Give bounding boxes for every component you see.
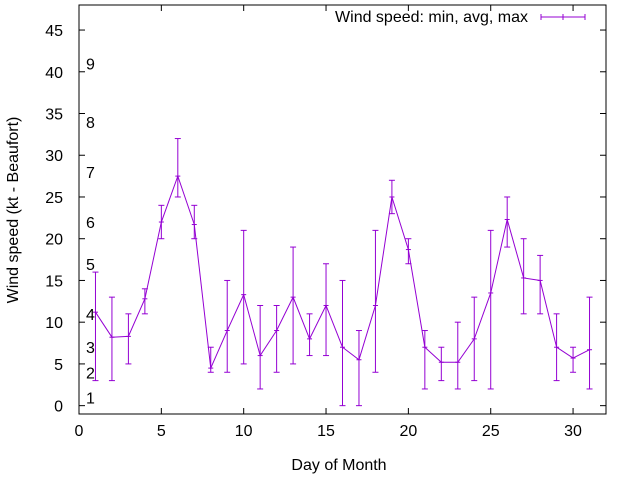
beaufort-labels: 1 2 3 4 5 6 7 8 9 <box>86 56 95 407</box>
x-tick-label: 15 <box>317 423 335 440</box>
x-tick-label: 10 <box>235 423 253 440</box>
beaufort-label: 1 <box>86 390 95 407</box>
y-tick-label: 0 <box>54 399 63 416</box>
x-tick-label: 5 <box>157 423 166 440</box>
y-tick-label: 10 <box>45 315 63 332</box>
beaufort-label: 8 <box>86 115 95 132</box>
beaufort-label: 5 <box>86 257 95 274</box>
y-tick-label: 45 <box>45 23 63 40</box>
beaufort-label: 6 <box>86 215 95 232</box>
beaufort-label: 7 <box>86 165 95 182</box>
series-layer <box>92 138 593 407</box>
y-tick-label: 25 <box>45 190 63 207</box>
y-axis-label: Wind speed (kt - Beaufort) <box>5 117 22 304</box>
x-tick-label: 0 <box>75 423 84 440</box>
legend: Wind speed: min, avg, max <box>335 9 586 26</box>
x-axis-label: Day of Month <box>291 457 386 474</box>
y-tick-label: 35 <box>45 107 63 124</box>
beaufort-label: 2 <box>86 365 95 382</box>
x-tick-label: 30 <box>564 423 582 440</box>
beaufort-label: 3 <box>86 340 95 357</box>
y-tick-label: 15 <box>45 273 63 290</box>
y-tick-label: 30 <box>45 148 63 165</box>
beaufort-label: 4 <box>86 307 95 324</box>
y-tick-label: 5 <box>54 357 63 374</box>
legend-label: Wind speed: min, avg, max <box>335 9 528 26</box>
beaufort-label: 9 <box>86 56 95 73</box>
plot-frame <box>78 4 607 415</box>
x-tick-label: 25 <box>482 423 500 440</box>
legend-key <box>540 14 586 20</box>
x-tick-label: 20 <box>399 423 417 440</box>
y-tick-label: 40 <box>45 65 63 82</box>
y-tick-label: 20 <box>45 232 63 249</box>
